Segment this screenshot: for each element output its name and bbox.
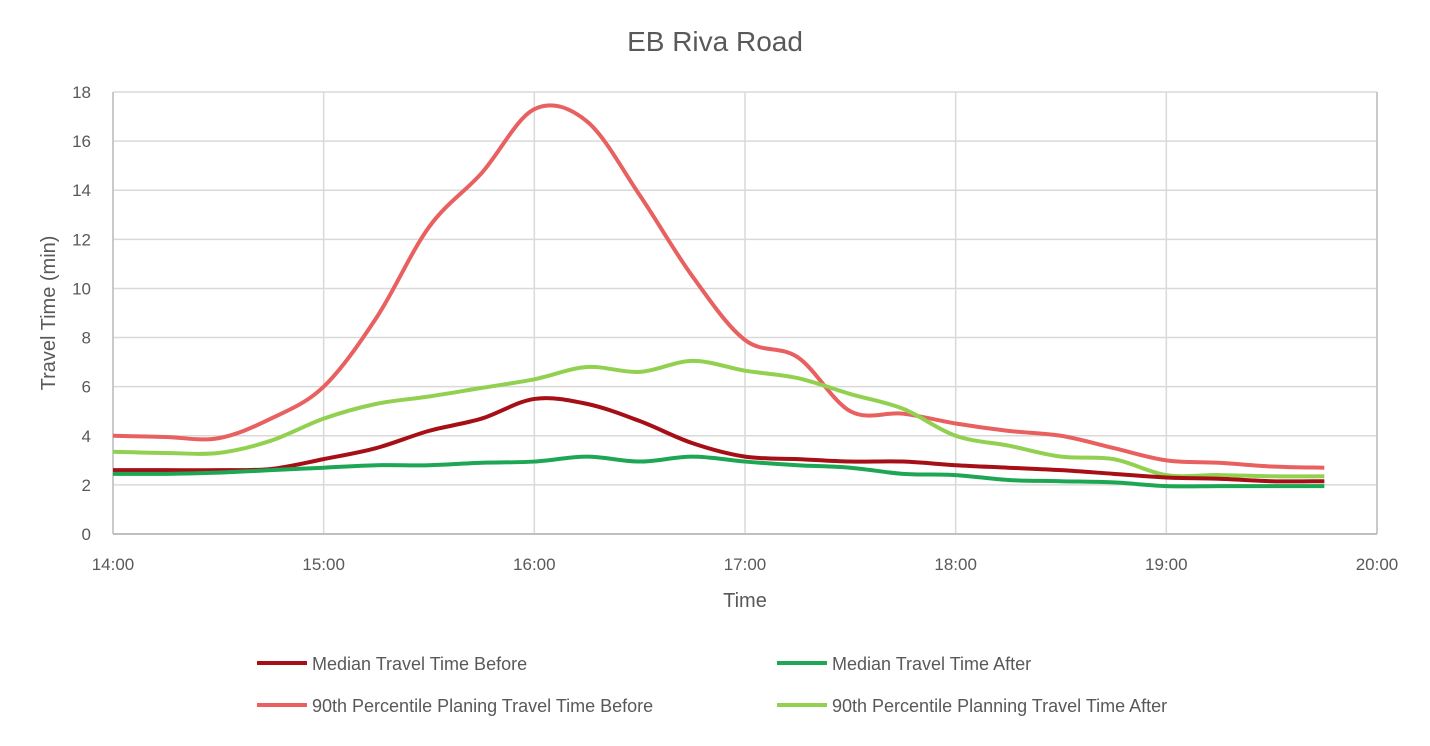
y-tick-label: 0 <box>82 525 91 544</box>
y-tick-label: 16 <box>72 132 91 151</box>
y-tick-label: 8 <box>82 329 91 348</box>
series-line-0 <box>113 396 1325 484</box>
legend-label: Median Travel Time After <box>832 654 1031 674</box>
legend-label: Median Travel Time Before <box>312 654 527 674</box>
series-line-1 <box>112 454 1325 489</box>
y-tick-label: 14 <box>72 181 91 200</box>
y-tick-label: 6 <box>82 378 91 397</box>
y-tick-label: 18 <box>72 83 91 102</box>
x-tick-label: 15:00 <box>302 555 345 574</box>
legend: Median Travel Time Before Median Travel T… <box>257 654 1167 716</box>
x-axis-ticks: 14:00 15:00 16:00 17:00 18:00 19:00 20:00 <box>92 555 1399 574</box>
series-lines <box>112 103 1325 489</box>
legend-label: 90th Percentile Planing Travel Time Befo… <box>312 696 653 716</box>
chart-title: EB Riva Road <box>627 26 803 57</box>
y-tick-label: 2 <box>82 476 91 495</box>
y-tick-label: 12 <box>72 230 91 249</box>
x-axis-label: Time <box>723 590 767 612</box>
series-line-3 <box>112 358 1325 479</box>
x-tick-label: 19:00 <box>1145 555 1188 574</box>
x-tick-label: 16:00 <box>513 555 556 574</box>
x-tick-label: 17:00 <box>724 555 767 574</box>
x-tick-label: 20:00 <box>1356 555 1399 574</box>
y-axis-ticks: 0 2 4 6 8 10 12 14 16 18 <box>72 83 91 544</box>
y-tick-label: 4 <box>82 427 91 446</box>
legend-label: 90th Percentile Planning Travel Time Aft… <box>832 696 1167 716</box>
x-tick-label: 14:00 <box>92 555 135 574</box>
x-tick-label: 18:00 <box>934 555 977 574</box>
y-axis-label: Travel Time (min) <box>38 236 60 391</box>
y-tick-label: 10 <box>72 279 91 298</box>
series-line-2 <box>112 103 1325 470</box>
